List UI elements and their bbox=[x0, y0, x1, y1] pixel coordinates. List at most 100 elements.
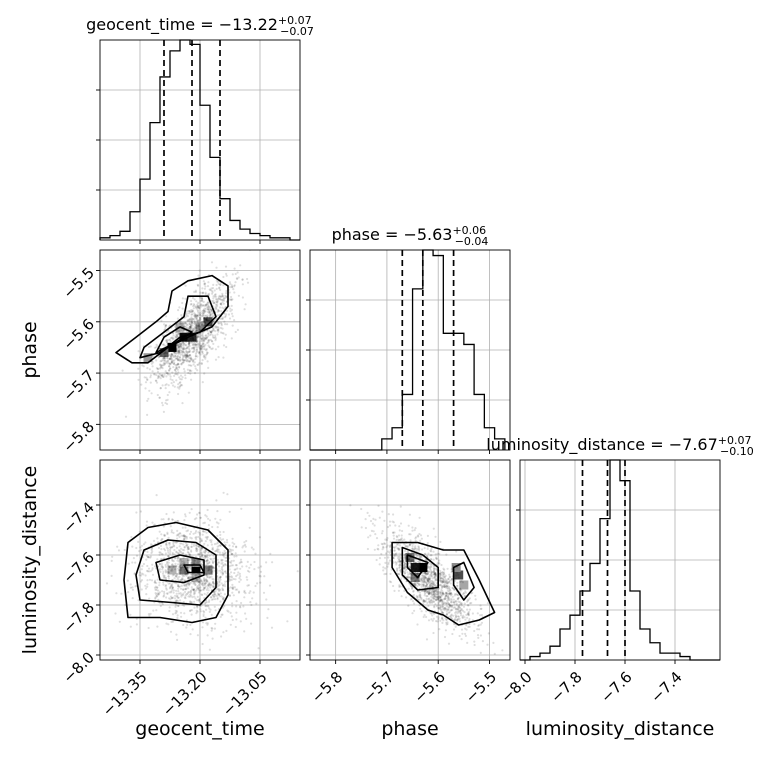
sample-point bbox=[228, 594, 232, 598]
sample-point bbox=[140, 568, 143, 571]
sample-point bbox=[201, 325, 204, 328]
sample-point bbox=[162, 343, 165, 346]
sample-point bbox=[167, 555, 170, 558]
sample-point bbox=[180, 587, 183, 590]
sample-point bbox=[165, 562, 169, 565]
sample-point bbox=[455, 574, 458, 577]
sample-point bbox=[168, 357, 171, 360]
sample-point bbox=[211, 548, 214, 551]
sample-point bbox=[434, 573, 437, 577]
sample-point bbox=[171, 551, 174, 555]
sample-point bbox=[176, 373, 179, 376]
sample-point bbox=[426, 578, 429, 581]
sample-point bbox=[412, 548, 415, 551]
sample-point bbox=[190, 324, 193, 327]
sample-point bbox=[189, 311, 192, 314]
sample-point bbox=[430, 598, 433, 602]
sample-point bbox=[207, 325, 210, 328]
sample-point bbox=[222, 631, 225, 634]
sample-point bbox=[192, 303, 195, 306]
sample-point bbox=[206, 319, 209, 322]
sample-point bbox=[183, 359, 186, 362]
sample-point bbox=[441, 592, 444, 596]
sample-point bbox=[418, 594, 421, 597]
sample-point bbox=[219, 295, 223, 298]
sample-point bbox=[450, 614, 453, 617]
sample-point bbox=[178, 376, 181, 379]
sample-point bbox=[208, 308, 211, 311]
sample-point bbox=[143, 376, 146, 379]
sample-point bbox=[461, 632, 464, 635]
sample-point bbox=[444, 596, 447, 599]
sample-point bbox=[163, 358, 166, 361]
sample-point bbox=[237, 590, 241, 593]
sample-point bbox=[442, 579, 445, 582]
sample-point bbox=[176, 537, 179, 540]
sample-point bbox=[196, 329, 199, 332]
sample-point bbox=[430, 583, 433, 586]
sample-point bbox=[194, 345, 197, 348]
sample-point bbox=[163, 363, 167, 366]
sample-point bbox=[178, 343, 181, 346]
panel-title-phase: phase = −5.63+0.06 −0.04 bbox=[332, 224, 489, 248]
density-cell bbox=[167, 565, 177, 575]
sample-point bbox=[236, 573, 239, 577]
sample-point bbox=[184, 284, 187, 287]
sample-point bbox=[187, 360, 190, 363]
sample-point bbox=[383, 519, 386, 522]
sample-point bbox=[231, 298, 234, 301]
sample-point bbox=[423, 600, 426, 603]
sample-point bbox=[240, 601, 243, 605]
sample-point bbox=[187, 547, 190, 550]
sample-point bbox=[178, 535, 181, 539]
sample-point bbox=[477, 636, 480, 640]
sample-point bbox=[247, 584, 250, 587]
sample-point bbox=[133, 572, 136, 575]
sample-point bbox=[373, 548, 376, 551]
sample-point bbox=[209, 331, 212, 334]
sample-point bbox=[410, 564, 413, 567]
sample-point bbox=[377, 544, 380, 547]
sample-point bbox=[219, 578, 222, 581]
sample-point bbox=[201, 304, 205, 307]
sample-point bbox=[181, 358, 184, 361]
sample-point bbox=[457, 596, 460, 599]
sample-point bbox=[427, 619, 431, 622]
sample-point bbox=[129, 586, 132, 589]
sample-point bbox=[216, 558, 219, 562]
sample-point bbox=[444, 578, 447, 581]
sample-point bbox=[146, 583, 149, 586]
sample-point bbox=[205, 318, 208, 321]
sample-point bbox=[179, 565, 182, 568]
sample-point bbox=[189, 303, 192, 306]
sample-point bbox=[182, 535, 185, 538]
sample-point bbox=[171, 559, 174, 562]
panel-title-upper: +0.06 bbox=[452, 224, 486, 237]
sample-point bbox=[408, 576, 411, 579]
sample-point bbox=[403, 555, 406, 558]
sample-point bbox=[213, 295, 216, 298]
sample-point bbox=[220, 538, 223, 542]
y-tick-label-luminosity_distance: −7.8 bbox=[60, 598, 98, 636]
sample-point bbox=[468, 619, 471, 622]
sample-point bbox=[191, 324, 194, 327]
sample-point bbox=[450, 606, 453, 609]
sample-point bbox=[212, 598, 215, 601]
sample-point bbox=[213, 566, 216, 569]
sample-point bbox=[203, 304, 206, 307]
sample-point bbox=[406, 550, 409, 553]
sample-point bbox=[172, 355, 176, 359]
sample-point bbox=[192, 592, 196, 596]
sample-point bbox=[439, 596, 442, 599]
sample-point bbox=[417, 546, 420, 549]
sample-point bbox=[439, 595, 442, 598]
sample-point bbox=[445, 601, 448, 605]
sample-point bbox=[188, 341, 191, 344]
sample-point bbox=[213, 582, 216, 585]
sample-point bbox=[460, 628, 464, 631]
sample-point bbox=[364, 518, 367, 521]
sample-point bbox=[180, 345, 183, 348]
sample-point bbox=[432, 567, 435, 570]
sample-point bbox=[203, 319, 206, 323]
sample-point bbox=[224, 551, 227, 554]
